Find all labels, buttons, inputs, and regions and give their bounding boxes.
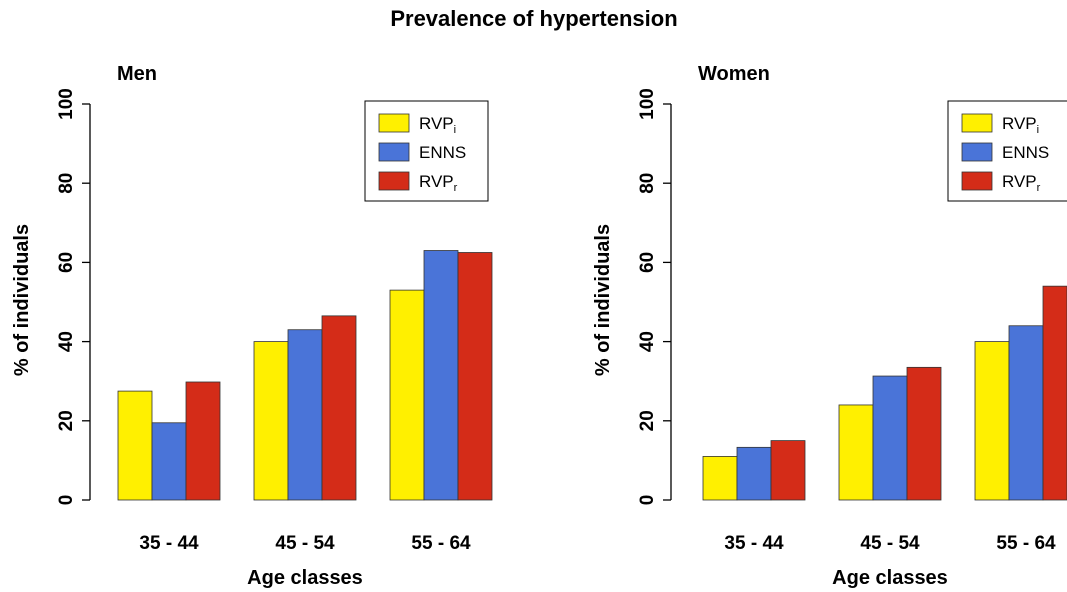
bar-rvpi-45-54	[838, 404, 874, 501]
y-tick-label: 100	[637, 88, 658, 120]
bar-rvpr-35-44	[185, 381, 221, 501]
legend-swatch	[961, 113, 993, 133]
x-tick-label: 35 - 44	[139, 533, 199, 554]
y-tick-label: 40	[56, 331, 77, 352]
bar-enns-55-64	[423, 250, 459, 501]
y-tick-label: 0	[637, 495, 658, 506]
bar-rvpi-35-44	[117, 390, 153, 501]
y-tick-label: 60	[637, 252, 658, 273]
legend-label: ENNS	[419, 143, 466, 162]
legend: RVPi ENNS RVPr	[947, 100, 1067, 202]
legend-label: ENNS	[1002, 143, 1049, 162]
legend-swatch	[961, 171, 993, 191]
legend-swatch	[378, 113, 410, 133]
x-tick-label: 45 - 54	[275, 533, 335, 554]
y-axis-label: % of individuals	[11, 224, 33, 376]
panel-men: Men 0 20 40 60 80 100 % of individuals 35 - 44 4…	[11, 63, 493, 589]
panel-title-men: Men	[117, 63, 157, 85]
bar-rvpr-35-44	[770, 440, 806, 501]
x-tick-label: 35 - 44	[724, 533, 784, 554]
figure-title: Prevalence of hypertension	[390, 6, 677, 31]
bar-enns-45-54	[872, 375, 908, 501]
bar-rvpi-45-54	[253, 341, 289, 501]
y-tick-label: 80	[56, 173, 77, 194]
legend-label: RVPi	[419, 114, 456, 136]
legend-swatch	[378, 171, 410, 191]
x-axis-label: Age classes	[832, 567, 948, 589]
legend-swatch	[378, 142, 410, 162]
x-tick-label: 55 - 64	[996, 533, 1056, 554]
y-tick-label: 80	[637, 173, 658, 194]
bar-enns-55-64	[1008, 325, 1044, 501]
bar-rvpr-45-54	[321, 315, 357, 501]
bar-enns-35-44	[151, 422, 187, 501]
bar-rvpr-55-64	[457, 252, 493, 501]
y-tick-label: 60	[56, 252, 77, 273]
x-tick-label: 45 - 54	[860, 533, 920, 554]
legend-label: RVPi	[1002, 114, 1039, 136]
legend-label: RVPr	[419, 172, 458, 194]
bar-rvpi-55-64	[389, 289, 425, 501]
bar-rvpi-35-44	[702, 456, 738, 501]
bar-rvpi-55-64	[974, 341, 1010, 501]
y-axis-label: % of individuals	[592, 224, 614, 376]
x-tick-label: 55 - 64	[411, 533, 471, 554]
bar-rvpr-45-54	[906, 366, 942, 501]
y-tick-label: 20	[56, 410, 77, 431]
panel-title-women: Women	[698, 63, 770, 85]
legend-swatch	[961, 142, 993, 162]
legend: RVPi ENNS RVPr	[364, 100, 489, 202]
y-tick-label: 40	[637, 331, 658, 352]
y-tick-label: 100	[56, 88, 77, 120]
bar-rvpr-55-64	[1042, 285, 1067, 501]
bar-enns-45-54	[287, 329, 323, 501]
y-tick-label: 0	[56, 495, 77, 506]
panel-women: Women 0 20 40 60 80 100 % of individuals 35 - 4…	[592, 63, 1067, 589]
y-tick-label: 20	[637, 410, 658, 431]
legend-label: RVPr	[1002, 172, 1041, 194]
x-axis-label: Age classes	[247, 567, 363, 589]
bar-enns-35-44	[736, 446, 772, 501]
